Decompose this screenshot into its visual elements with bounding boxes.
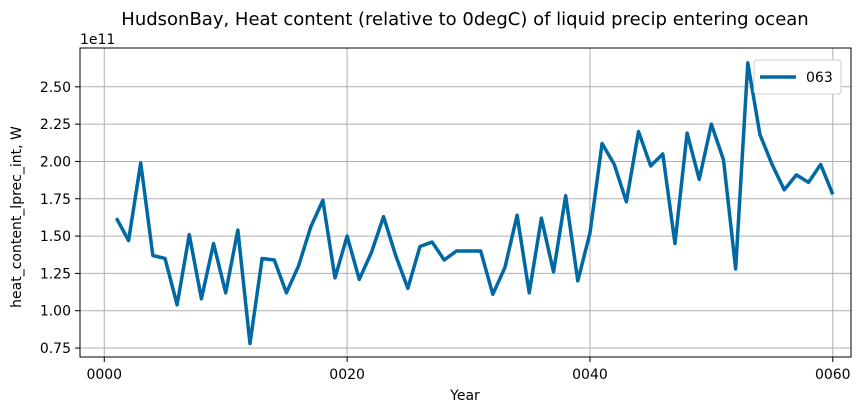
x-tick-label: 0000	[86, 367, 122, 383]
x-axis: 0000 0020 0040 0060	[86, 357, 851, 383]
chart-title: HudsonBay, Heat content (relative to 0de…	[121, 9, 808, 30]
legend-box	[753, 59, 842, 95]
y-tick-label: 2.00	[40, 154, 71, 170]
legend-label: 063	[806, 70, 833, 86]
x-tick-label: 0060	[815, 367, 851, 383]
y-tick-label: 1.50	[40, 229, 71, 245]
y-axis-label: heat_content_lprec_int, W	[9, 126, 25, 308]
y-tick-label: 2.25	[40, 117, 71, 133]
y-tick-label: 2.50	[40, 80, 71, 96]
x-tick-label: 0020	[329, 367, 365, 383]
x-tick-label: 0040	[572, 367, 608, 383]
legend: 063	[753, 59, 842, 95]
y-tick-label: 0.75	[40, 341, 71, 357]
x-axis-label: Year	[449, 388, 480, 404]
y-axis: 0.75 1.00 1.25 1.50 1.75 2.00 2.25 2.50	[40, 80, 80, 357]
y-tick-label: 1.75	[40, 192, 71, 208]
plot-area	[79, 47, 852, 358]
series-lines	[114, 61, 835, 346]
y-offset-label: 1e11	[80, 32, 115, 48]
grid	[80, 48, 851, 357]
y-tick-label: 1.00	[40, 304, 71, 320]
series-line-0	[114, 61, 835, 346]
y-tick-label: 1.25	[40, 266, 71, 282]
